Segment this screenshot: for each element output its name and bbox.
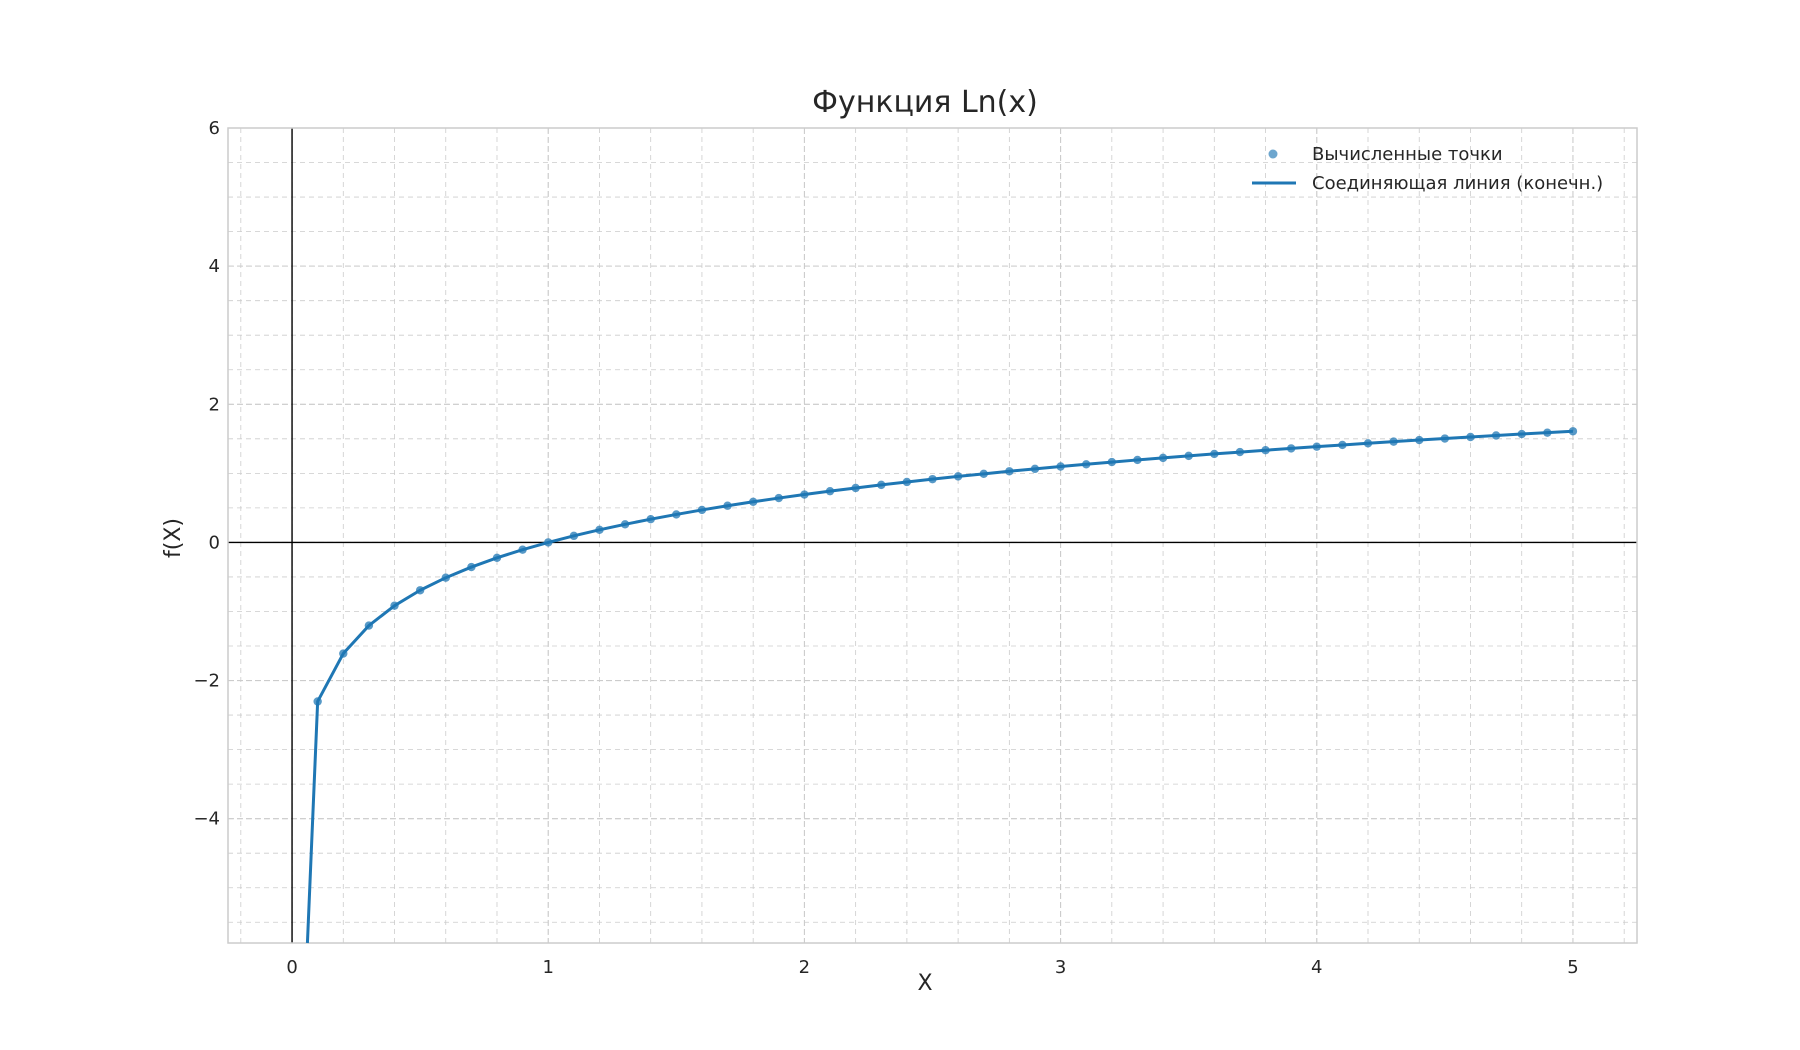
x-tick-label: 3 bbox=[1055, 957, 1066, 978]
legend: Вычисленные точки Соединяющая линия (кон… bbox=[1252, 144, 1603, 194]
data-point bbox=[1235, 447, 1245, 457]
data-point bbox=[1568, 427, 1578, 436]
legend-marker-points bbox=[1268, 149, 1278, 159]
major-grid bbox=[228, 127, 1637, 943]
data-point bbox=[544, 538, 553, 547]
data-point bbox=[697, 505, 707, 515]
data-point bbox=[902, 477, 912, 487]
data-point bbox=[492, 553, 502, 563]
data-point bbox=[1312, 442, 1321, 451]
y-tick-labels: −4 −2 0 2 4 6 bbox=[193, 118, 220, 830]
data-point bbox=[467, 562, 476, 572]
x-tick-label: 4 bbox=[1311, 957, 1322, 978]
data-point bbox=[569, 531, 579, 541]
data-point bbox=[851, 483, 860, 493]
zero-axes-lines bbox=[228, 128, 1637, 943]
legend-label-line: Соединяющая линия (конечн.) bbox=[1312, 173, 1603, 194]
data-point bbox=[415, 586, 425, 595]
x-axis-label: X bbox=[917, 971, 932, 996]
data-point bbox=[364, 621, 374, 630]
x-tick-label: 5 bbox=[1567, 957, 1578, 978]
data-point bbox=[1517, 429, 1526, 439]
y-tick-label: −4 bbox=[193, 809, 220, 830]
y-axis-label: f(X) bbox=[161, 518, 186, 558]
data-point bbox=[1491, 431, 1501, 440]
data-point bbox=[672, 510, 681, 519]
series-layer bbox=[305, 427, 1578, 944]
data-point bbox=[748, 497, 758, 506]
data-point bbox=[620, 520, 630, 529]
y-tick-label: 2 bbox=[209, 394, 220, 415]
minor-grid bbox=[228, 127, 1637, 943]
data-point bbox=[390, 601, 399, 610]
plot-frame bbox=[227, 127, 1638, 944]
data-point bbox=[1082, 460, 1091, 469]
data-point bbox=[1415, 435, 1424, 445]
data-point bbox=[1184, 451, 1193, 461]
data-point bbox=[774, 493, 783, 503]
data-point bbox=[825, 486, 835, 496]
data-point bbox=[800, 490, 809, 499]
y-tick-label: 6 bbox=[209, 118, 220, 139]
data-point bbox=[979, 469, 988, 479]
data-point bbox=[1133, 455, 1142, 465]
x-tick-label: 2 bbox=[799, 957, 810, 978]
data-point bbox=[1158, 453, 1168, 463]
data-point bbox=[723, 501, 732, 510]
y-tick-label: 0 bbox=[209, 532, 220, 553]
x-tick-labels: 0 1 2 3 4 5 bbox=[286, 957, 1578, 978]
data-point bbox=[1389, 437, 1398, 446]
data-point bbox=[928, 474, 937, 484]
data-point bbox=[646, 515, 655, 524]
data-point bbox=[1005, 467, 1014, 476]
y-tick-label: 4 bbox=[209, 256, 220, 277]
data-point bbox=[1338, 440, 1347, 450]
data-point bbox=[1056, 462, 1065, 471]
data-point bbox=[1466, 432, 1475, 442]
data-point bbox=[1363, 439, 1373, 448]
data-point bbox=[313, 697, 322, 706]
data-point bbox=[518, 545, 527, 554]
chart-title: Функция Ln(x) bbox=[812, 85, 1038, 120]
data-point bbox=[1107, 457, 1117, 467]
data-point bbox=[1286, 444, 1296, 453]
data-point bbox=[1030, 464, 1040, 474]
data-point bbox=[1543, 428, 1552, 437]
y-tick-label: −2 bbox=[193, 671, 220, 692]
x-tick-label: 0 bbox=[286, 957, 297, 978]
data-point bbox=[1440, 434, 1450, 443]
legend-label-points: Вычисленные точки bbox=[1312, 144, 1503, 165]
data-point bbox=[1261, 446, 1270, 455]
data-point bbox=[441, 573, 450, 582]
x-tick-label: 1 bbox=[543, 957, 554, 978]
data-point bbox=[339, 649, 348, 658]
data-point bbox=[877, 480, 886, 490]
data-point bbox=[1210, 449, 1219, 459]
data-point bbox=[953, 472, 963, 481]
data-point bbox=[595, 525, 604, 535]
